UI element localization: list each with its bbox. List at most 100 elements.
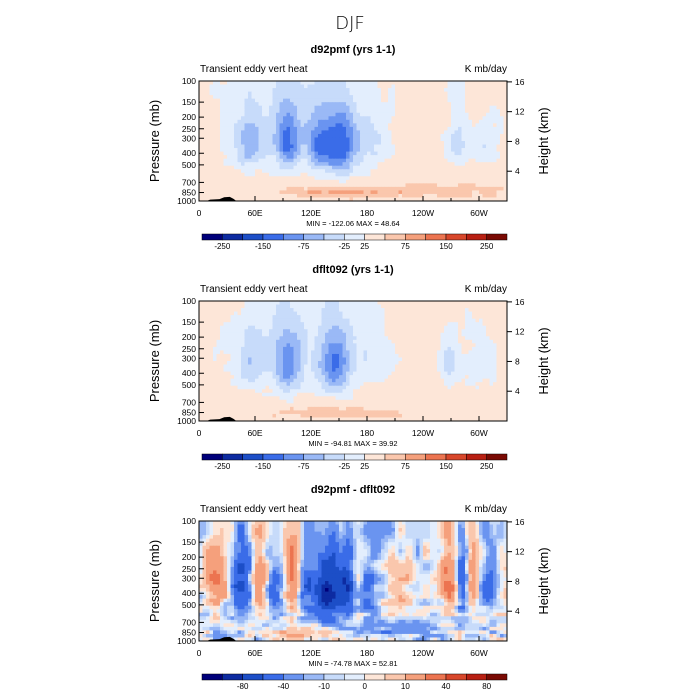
heatmap-cell xyxy=(381,190,385,195)
heatmap-cell xyxy=(272,311,277,316)
heatmap-cell xyxy=(367,304,371,309)
heatmap-cell xyxy=(412,329,417,334)
heatmap-cell xyxy=(353,361,357,366)
heatmap-cell xyxy=(388,116,392,121)
heatmap-cell xyxy=(346,84,350,89)
heatmap-cell xyxy=(444,190,448,195)
heatmap-cell xyxy=(437,315,441,320)
heatmap-cell xyxy=(437,148,441,153)
heatmap-cell xyxy=(430,308,434,313)
heatmap-cell xyxy=(468,308,473,313)
heatmap-cell xyxy=(426,350,431,355)
heatmap-cell xyxy=(269,339,273,344)
heatmap-cell xyxy=(311,169,315,174)
heatmap-cell xyxy=(332,357,336,362)
heatmap-cell xyxy=(321,126,326,131)
heatmap-cell xyxy=(440,165,445,170)
heatmap-cell xyxy=(486,102,490,107)
heatmap-cell xyxy=(220,109,224,114)
heatmap-cell xyxy=(286,162,291,167)
heatmap-cell xyxy=(276,368,280,373)
heatmap-cell xyxy=(482,353,487,358)
heatmap-cell xyxy=(265,116,270,121)
heatmap-cell xyxy=(384,144,389,149)
heatmap-cell xyxy=(444,176,448,181)
heatmap-cell xyxy=(339,322,343,327)
heatmap-cell xyxy=(353,308,357,313)
heatmap-cell xyxy=(496,368,501,373)
heatmap-cell xyxy=(500,197,504,202)
heatmap-cell xyxy=(297,346,301,351)
heatmap-cell xyxy=(237,364,242,369)
heatmap-cell xyxy=(314,176,319,181)
heatmap-cell xyxy=(356,339,361,344)
heatmap-cell xyxy=(213,155,217,160)
heatmap-cell xyxy=(339,158,343,163)
heatmap-cell xyxy=(367,179,371,184)
heatmap-cell xyxy=(398,197,403,202)
heatmap-cell xyxy=(426,336,431,341)
heatmap-cell xyxy=(223,123,228,128)
heatmap-cell xyxy=(293,186,298,191)
heatmap-cell xyxy=(402,308,406,313)
heatmap-cell xyxy=(244,133,249,138)
heatmap-cell xyxy=(318,88,322,93)
heatmap-cell xyxy=(444,130,448,135)
heatmap-cell xyxy=(458,98,462,103)
heatmap-cell xyxy=(402,375,406,380)
heatmap-cell xyxy=(381,193,385,198)
heatmap-cell xyxy=(391,144,396,149)
heatmap-cell xyxy=(241,301,245,306)
heatmap-cell xyxy=(202,357,207,362)
heatmap-cell xyxy=(234,343,238,348)
heatmap-cell xyxy=(244,193,249,198)
heatmap-cell xyxy=(279,190,284,195)
heatmap-cell xyxy=(202,123,207,128)
heatmap-cell xyxy=(244,197,249,202)
heatmap-cell xyxy=(447,126,452,131)
heatmap-cell xyxy=(234,137,238,142)
heatmap-cell xyxy=(416,339,420,344)
heatmap-cell xyxy=(430,325,434,330)
heatmap-cell xyxy=(398,155,403,160)
heatmap-cell xyxy=(475,98,480,103)
heatmap-cell xyxy=(423,95,427,100)
heatmap-cell xyxy=(468,144,473,149)
heatmap-cell xyxy=(269,91,273,96)
heatmap-cell xyxy=(374,325,378,330)
heatmap-cell xyxy=(381,141,385,146)
heatmap-cell xyxy=(433,165,438,170)
heatmap-cell xyxy=(332,102,336,107)
heatmap-cell xyxy=(297,343,301,348)
heatmap-cell xyxy=(290,130,294,135)
heatmap-cell xyxy=(346,151,350,156)
heatmap-cell xyxy=(342,109,347,114)
heatmap-cell xyxy=(356,165,361,170)
heatmap-cell xyxy=(496,357,501,362)
heatmap-cell xyxy=(472,98,476,103)
heatmap-cell xyxy=(325,130,329,135)
heatmap-cell xyxy=(381,368,385,373)
heatmap-cell xyxy=(262,315,266,320)
heatmap-cell xyxy=(234,357,238,362)
heatmap-cell xyxy=(241,126,245,131)
heatmap-cell xyxy=(300,95,305,100)
heatmap-cell xyxy=(318,105,322,110)
heatmap-cell xyxy=(496,371,501,376)
heatmap-cell xyxy=(451,84,455,89)
heatmap-cell xyxy=(297,105,301,110)
heatmap-cell xyxy=(472,197,476,202)
heatmap-cell xyxy=(377,364,382,369)
heatmap-cell xyxy=(216,109,221,114)
heatmap-cell xyxy=(489,109,494,114)
heatmap-cell xyxy=(223,193,228,198)
heatmap-cell xyxy=(300,155,305,160)
heatmap-cell xyxy=(440,357,445,362)
heatmap-cell xyxy=(244,126,249,131)
heatmap-cell xyxy=(472,155,476,160)
heatmap-cell xyxy=(213,165,217,170)
heatmap-cell xyxy=(199,308,203,313)
heatmap-cell xyxy=(230,190,235,195)
heatmap-cell xyxy=(255,193,259,198)
heatmap-cell xyxy=(500,123,504,128)
